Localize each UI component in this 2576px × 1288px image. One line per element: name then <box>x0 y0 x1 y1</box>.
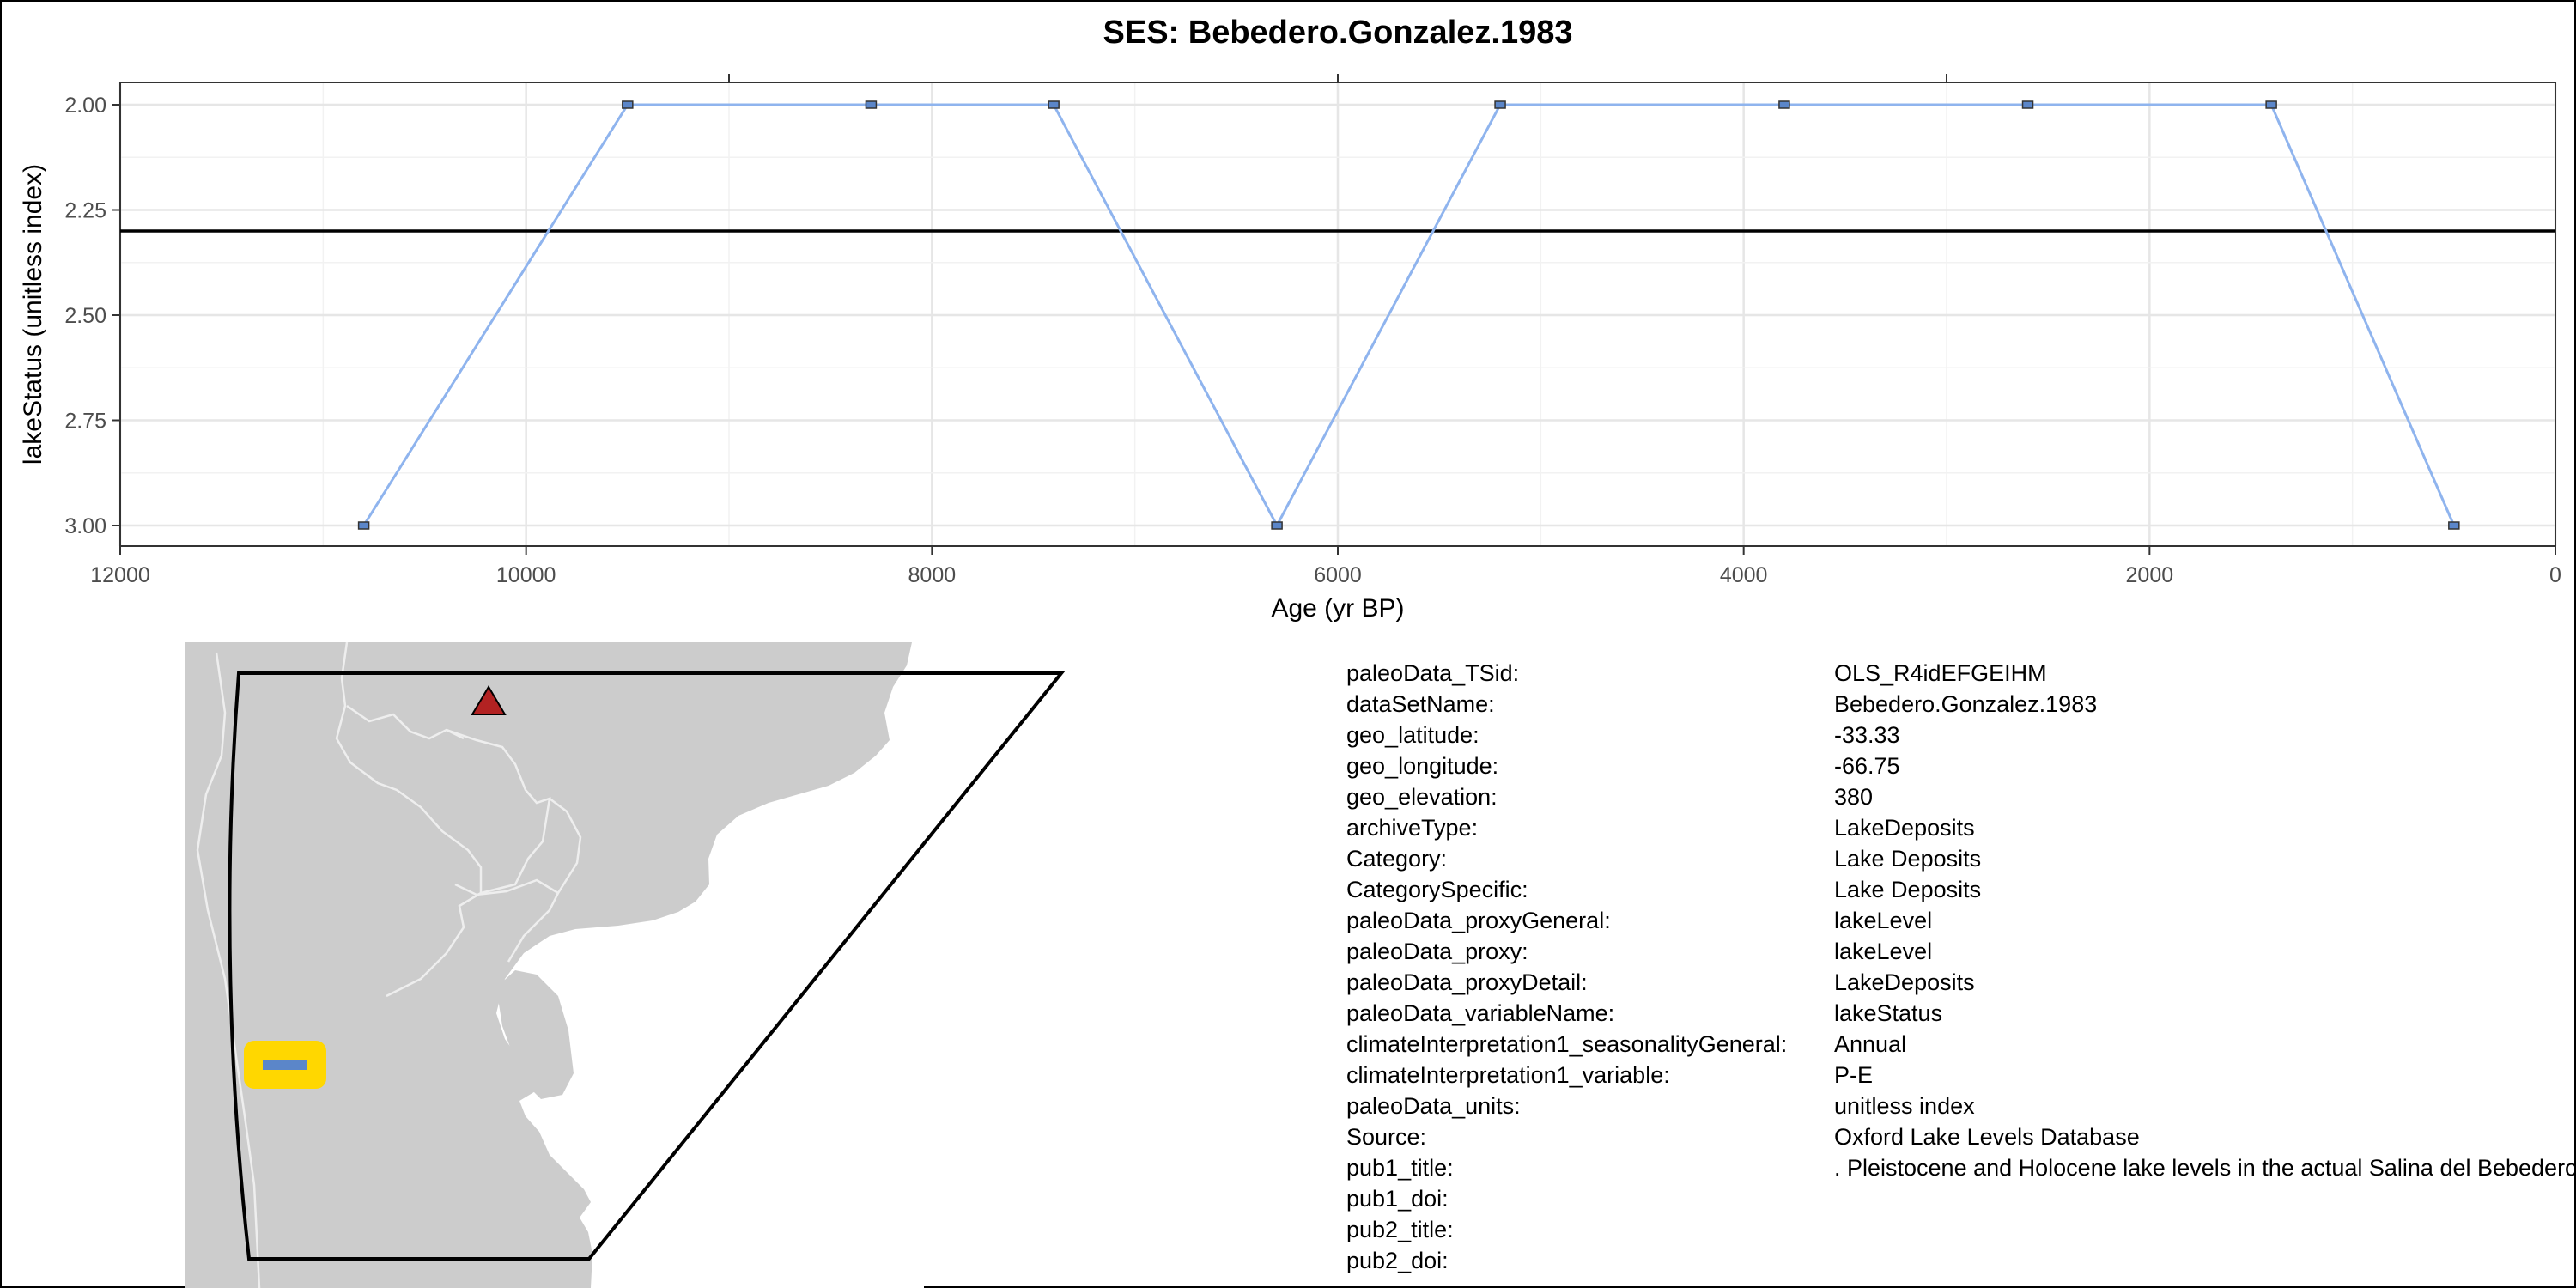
metadata-row: paleoData_TSid: OLS_R4idEFGEIHM <box>1346 658 2576 689</box>
metadata-key: climateInterpretation1_seasonalityGenera… <box>1346 1031 1788 1057</box>
metadata-row: pub1_doi: <box>1346 1183 2576 1214</box>
metadata-row: Source: Oxford Lake Levels Database <box>1346 1121 2576 1152</box>
metadata-key: archiveType: <box>1346 815 1479 841</box>
metadata-value: LakeDeposits <box>1834 815 1975 841</box>
data-point <box>1494 100 1506 109</box>
data-point <box>2265 100 2277 109</box>
y-tick-label: 2.25 <box>64 199 106 223</box>
data-points <box>357 100 2460 530</box>
metadata-key: paleoData_variableName: <box>1346 1000 1615 1026</box>
metadata-row: paleoData_variableName: lakeStatus <box>1346 998 2576 1029</box>
metadata-value: Annual <box>1834 1031 1907 1057</box>
data-point <box>2448 521 2460 530</box>
x-tick-label: 6000 <box>1314 563 1362 587</box>
y-tick-label: 3.00 <box>64 514 106 538</box>
metadata-row: dataSetName: Bebedero.Gonzalez.1983 <box>1346 689 2576 720</box>
x-tick-label: 12000 <box>90 563 150 587</box>
metadata-key: paleoData_proxyGeneral: <box>1346 908 1611 933</box>
x-tick-label: 0 <box>2549 563 2561 587</box>
metadata-value: lakeLevel <box>1834 908 1933 933</box>
metadata-value: . Pleistocene and Holocene lake levels i… <box>1834 1155 2576 1181</box>
metadata-value: Lake Deposits <box>1834 846 1982 872</box>
metadata-row: geo_latitude: -33.33 <box>1346 720 2576 750</box>
metadata-value: -66.75 <box>1834 753 1900 779</box>
land-peninsula <box>496 970 574 1099</box>
metadata-key: pub2_doi: <box>1346 1248 1449 1273</box>
x-tick-label: 10000 <box>496 563 556 587</box>
metadata-row: geo_longitude: -66.75 <box>1346 750 2576 781</box>
y-tick-label: 2.75 <box>64 410 106 434</box>
metadata-row: geo_elevation: 380 <box>1346 781 2576 812</box>
metadata-value: unitless index <box>1834 1093 1975 1119</box>
metadata-key: paleoData_proxy: <box>1346 939 1528 964</box>
y-tick-label: 2.50 <box>64 304 106 328</box>
metadata-row: pub2_doi: <box>1346 1245 2576 1276</box>
metadata-key: Category: <box>1346 846 1448 872</box>
metadata-value: -33.33 <box>1834 722 1900 748</box>
metadata-row: archiveType: LakeDeposits <box>1346 812 2576 843</box>
data-point <box>1048 100 1060 109</box>
metadata-key: climateInterpretation1_variable: <box>1346 1062 1670 1088</box>
x-tick-label: 2000 <box>2126 563 2174 587</box>
metadata-row: climateInterpretation1_seasonalityGenera… <box>1346 1029 2576 1060</box>
site-triangle-icon <box>471 685 507 715</box>
y-axis-title: lakeStatus (unitless index) <box>19 164 47 465</box>
metadata-row: Category: Lake Deposits <box>1346 843 2576 874</box>
data-point <box>622 100 634 109</box>
grid <box>118 82 2557 546</box>
metadata-row: climateInterpretation1_variable: P-E <box>1346 1060 2576 1091</box>
metadata-row: pub2_title: <box>1346 1214 2576 1245</box>
data-point <box>1271 521 1283 530</box>
metadata-key: pub1_doi: <box>1346 1186 1449 1212</box>
chart-title: SES: Bebedero.Gonzalez.1983 <box>1103 15 1573 51</box>
data-point <box>1778 100 1790 109</box>
metadata-key: geo_longitude: <box>1346 753 1499 779</box>
metadata-row: paleoData_proxyGeneral: lakeLevel <box>1346 905 2576 936</box>
metadata-row: paleoData_units: unitless index <box>1346 1091 2576 1121</box>
metadata-row: paleoData_proxy: lakeLevel <box>1346 936 2576 967</box>
country-borders <box>196 642 582 1288</box>
metadata-value: Lake Deposits <box>1834 877 1982 902</box>
x-tick-label: 8000 <box>908 563 957 587</box>
plot-panel: 12000 10000 8000 6000 4000 2000 0 2.00 2.25 2.50 2… <box>64 74 2561 587</box>
x-axis-title: Age (yr BP) <box>1271 594 1404 623</box>
map-boundary <box>228 671 1066 1261</box>
metadata-key: pub1_title: <box>1346 1155 1454 1181</box>
metadata-key: paleoData_TSid: <box>1346 660 1520 686</box>
y-tick-label: 2.00 <box>64 94 106 118</box>
metadata-value: OLS_R4idEFGEIHM <box>1834 660 2047 686</box>
map-inset <box>185 642 1066 1288</box>
data-point <box>865 100 878 109</box>
metadata-panel: paleoData_TSid: OLS_R4idEFGEIHM dataSetNam… <box>1346 658 2576 1288</box>
metadata-row: paleoData_proxyDetail: LakeDeposits <box>1346 967 2576 998</box>
metadata-row: CategorySpecific: Lake Deposits <box>1346 874 2576 905</box>
metadata-key: paleoData_units: <box>1346 1093 1521 1119</box>
metadata-value: Oxford Lake Levels Database <box>1834 1124 2140 1150</box>
metadata-value: LakeDeposits <box>1834 969 1975 995</box>
metadata-key: Source: <box>1346 1124 1427 1150</box>
metadata-value: lakeLevel <box>1834 939 1933 964</box>
metadata-value: 380 <box>1834 784 1874 810</box>
metadata-key: paleoData_proxyDetail: <box>1346 969 1588 995</box>
metadata-row: pub1_title: . Pleistocene and Holocene la… <box>1346 1152 2576 1183</box>
metadata-value: Bebedero.Gonzalez.1983 <box>1834 691 2098 717</box>
south-america-land <box>185 642 912 1288</box>
metadata-value: P-E <box>1834 1062 1874 1088</box>
metadata-key: dataSetName: <box>1346 691 1495 717</box>
axes: 12000 10000 8000 6000 4000 2000 0 2.00 2.25 2.50 2… <box>64 74 2561 587</box>
series-line-lakeStatus <box>362 103 2456 529</box>
metadata-key: CategorySpecific: <box>1346 877 1528 902</box>
metadata-key: geo_latitude: <box>1346 722 1479 748</box>
record-marker <box>263 1060 307 1070</box>
metadata-key: pub2_title: <box>1346 1217 1454 1242</box>
metadata-value: lakeStatus <box>1834 1000 1943 1026</box>
x-tick-label: 4000 <box>1720 563 1768 587</box>
metadata-key: geo_elevation: <box>1346 784 1498 810</box>
data-point <box>357 521 370 530</box>
data-point <box>2021 100 2034 109</box>
